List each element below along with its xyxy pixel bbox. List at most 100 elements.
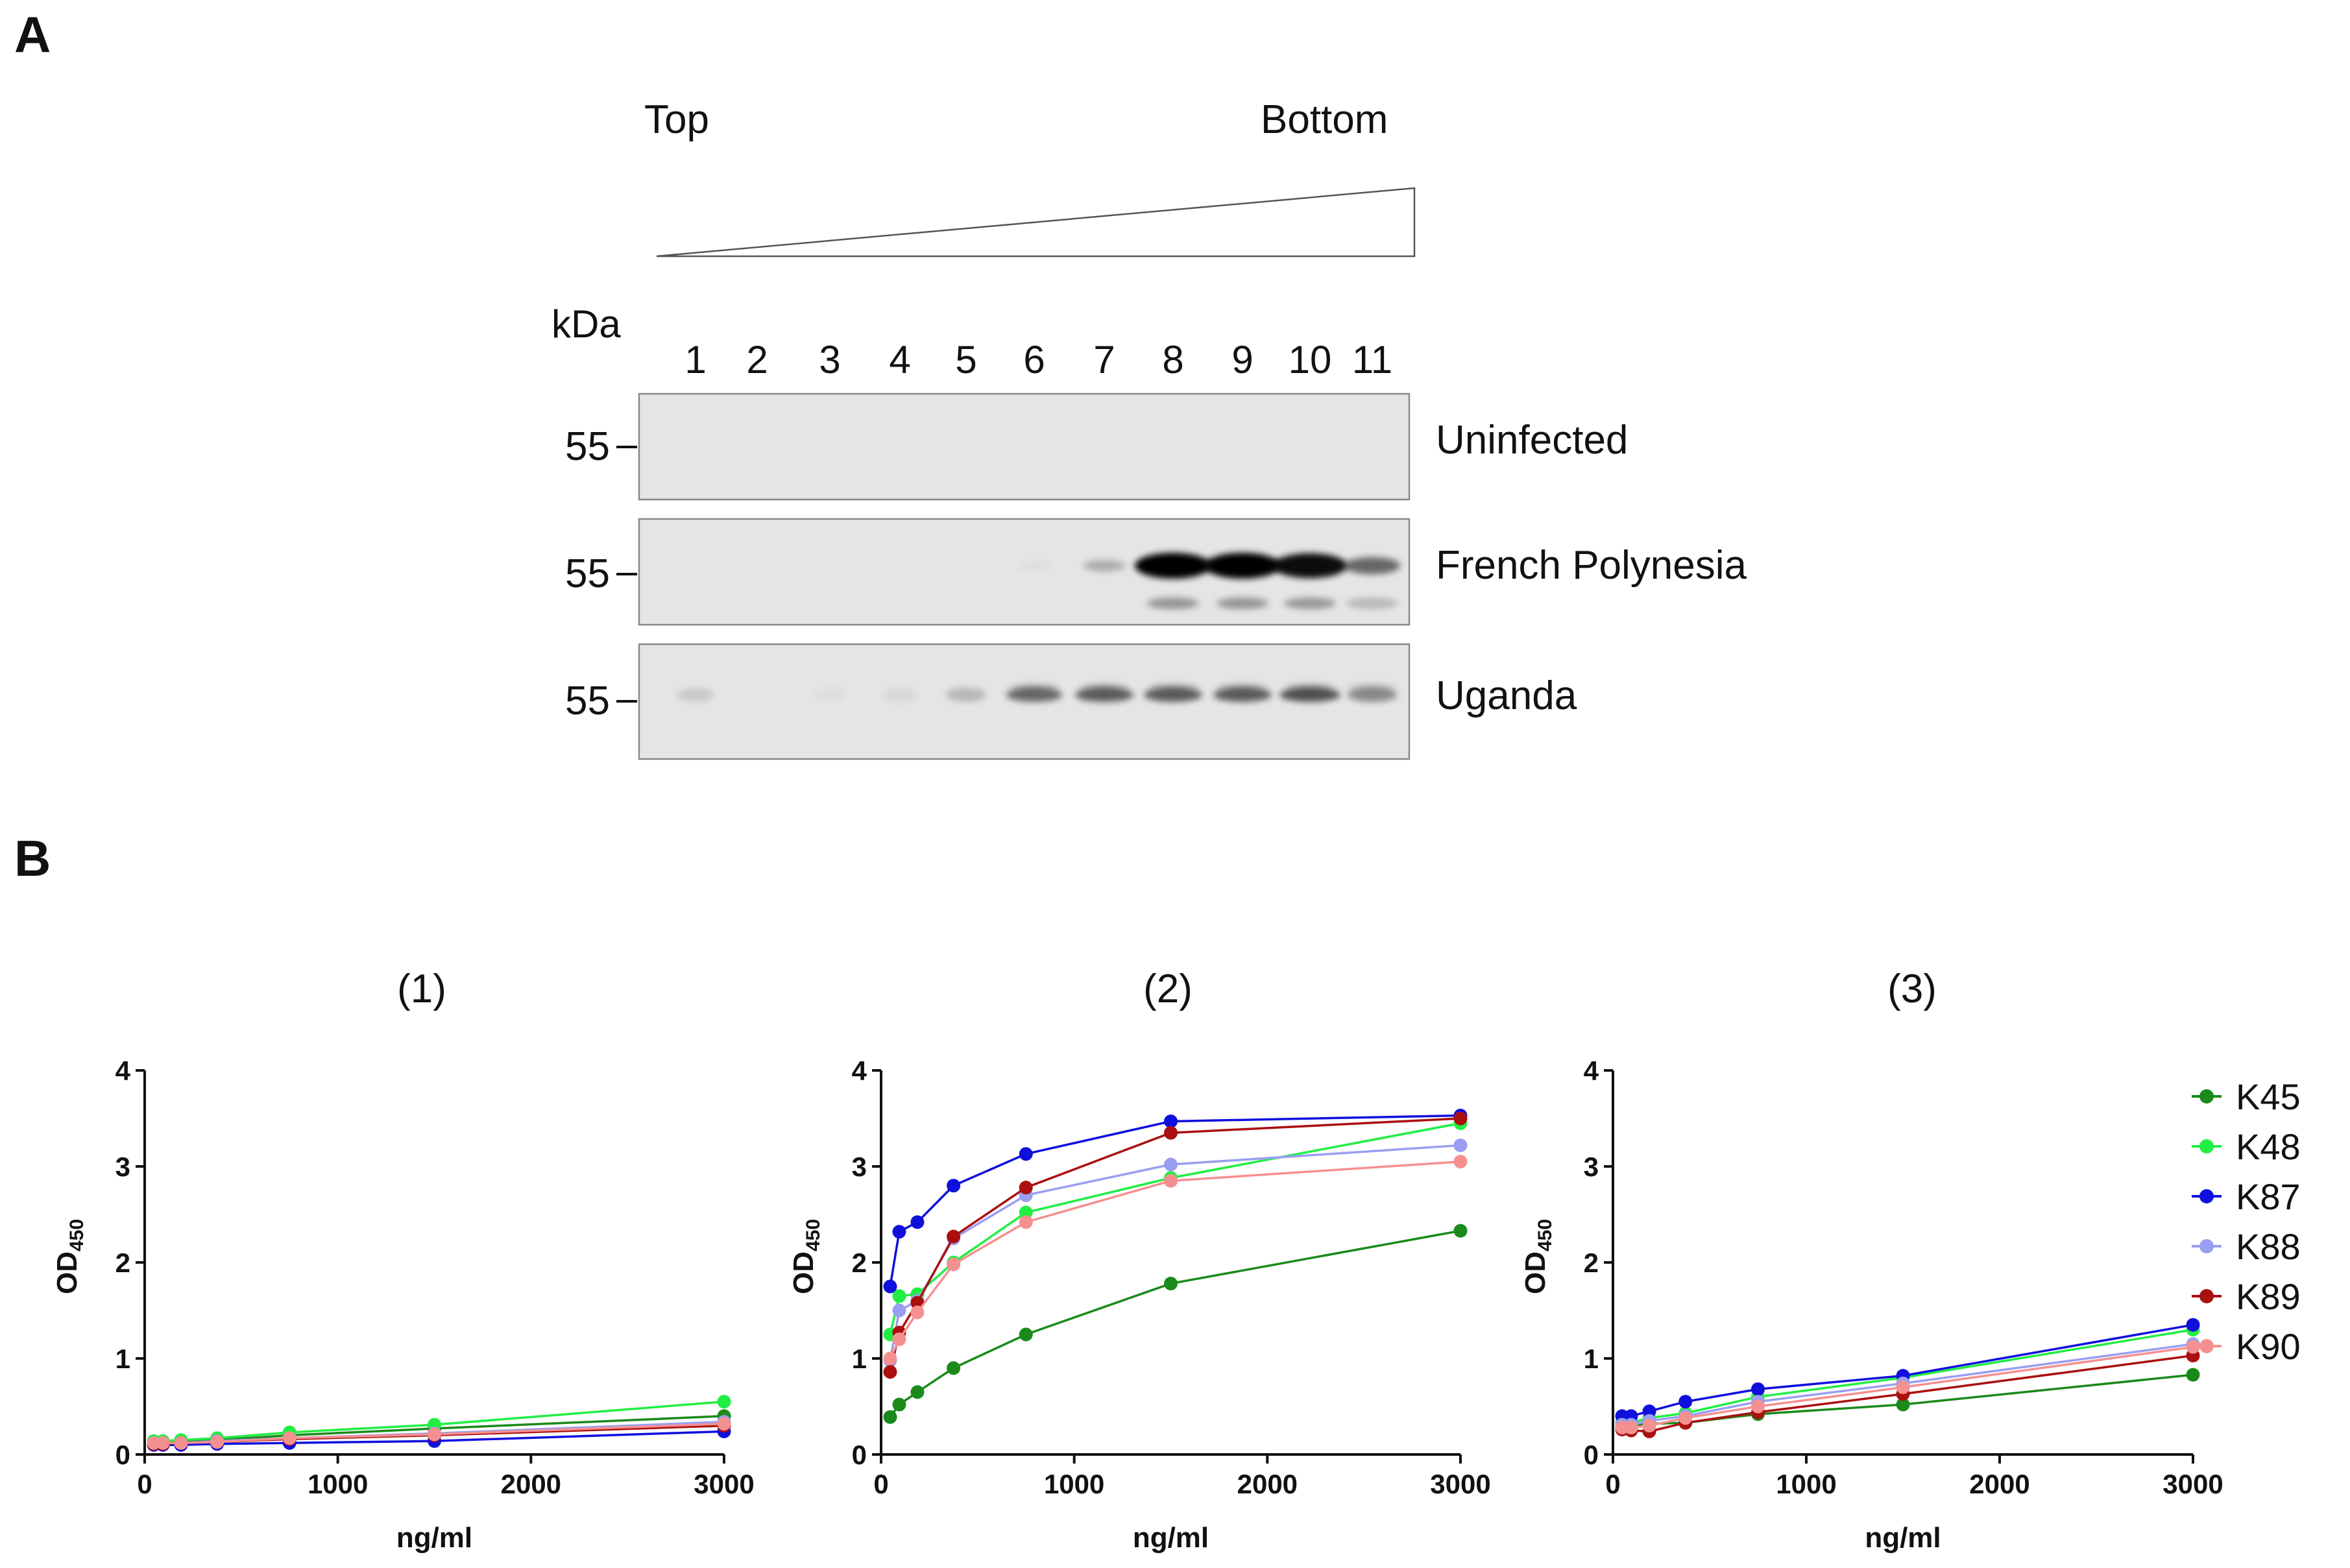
y-axis-title: OD450: [788, 1219, 824, 1294]
data-point: [1624, 1421, 1638, 1435]
data-point: [947, 1361, 961, 1375]
legend-entry-K48: K48: [2192, 1126, 2301, 1167]
data-point: [1164, 1277, 1178, 1291]
series-line: [889, 1160, 1461, 1359]
protein-band: [882, 688, 917, 702]
data-point: [910, 1305, 925, 1320]
y-axis-title: OD450: [51, 1219, 88, 1294]
data-point: [1019, 1327, 1033, 1342]
chart-title: (2): [1143, 967, 1193, 1011]
protein-band: [1006, 688, 1063, 702]
protein-band: [1135, 553, 1211, 579]
legend-marker: [2199, 1139, 2214, 1153]
chart-title: (1): [397, 967, 446, 1011]
x-tick-label: 2000: [1237, 1469, 1298, 1499]
legend-entry-K89: K89: [2192, 1276, 2301, 1317]
y-axis-title-sub: 450: [1534, 1219, 1556, 1251]
blot-label: Uganda: [1436, 673, 1577, 718]
protein-band: [814, 688, 846, 702]
series-K89: [1615, 1349, 2200, 1438]
x-tick-label: 1000: [1044, 1469, 1104, 1499]
protein-band: [1075, 688, 1133, 702]
protein-band: [1144, 688, 1202, 702]
data-point: [1453, 1111, 1468, 1126]
protein-band: [1279, 688, 1340, 702]
chart-1: (1) 0 1 2 3 4 0 1000 2000 3000 ng/ml OD450: [51, 967, 755, 1554]
data-point: [1896, 1380, 1910, 1394]
data-point: [947, 1257, 961, 1272]
data-point: [1453, 1155, 1468, 1169]
gradient-wedge: [656, 187, 1416, 258]
x-tick-label: 0: [1605, 1469, 1620, 1499]
y-tick-label: 3: [115, 1152, 130, 1182]
legend-entry-K88: K88: [2192, 1226, 2301, 1267]
data-point: [1678, 1411, 1693, 1425]
series-K90: [147, 1417, 731, 1450]
legend-label: K90: [2236, 1326, 2301, 1367]
protein-band: [1213, 688, 1272, 702]
data-point: [1019, 1181, 1033, 1195]
data-point: [1019, 1147, 1033, 1161]
blot-uninfected: 55 Uninfected: [565, 392, 1628, 501]
y-axis-title-main: OD: [51, 1251, 83, 1294]
data-point: [1751, 1399, 1765, 1414]
data-point: [210, 1435, 224, 1449]
protein-band: [946, 688, 986, 702]
protein-band-upper: [1285, 684, 1335, 692]
lane-label: 5: [955, 338, 976, 381]
lane-label: 6: [1023, 338, 1045, 381]
data-point: [156, 1436, 170, 1450]
protein-band-lower: [1284, 597, 1336, 609]
x-tick-label: 2000: [1969, 1469, 2029, 1499]
gradient-top-label: Top: [644, 97, 709, 142]
y-tick-label: 1: [852, 1344, 867, 1374]
data-point: [2186, 1368, 2200, 1382]
legend-entry-K45: K45: [2192, 1076, 2301, 1117]
series-line: [889, 1229, 1461, 1418]
data-point: [1642, 1404, 1656, 1418]
protein-band-upper: [1010, 684, 1059, 692]
legend-entry-K87: K87: [2192, 1176, 2301, 1217]
y-axis-title-main: OD: [788, 1251, 819, 1294]
data-point: [883, 1365, 897, 1379]
panel-b-letter: B: [14, 830, 51, 887]
legend-label: K89: [2236, 1276, 2301, 1317]
legend: K45 K48 K87 K88 K89 K90: [2192, 1076, 2301, 1367]
kda-label: kDa: [551, 302, 621, 346]
y-axis-title-sub: 450: [803, 1219, 824, 1251]
protein-band: [677, 688, 714, 702]
lane-label: 8: [1162, 338, 1183, 381]
protein-band: [1348, 688, 1397, 702]
x-tick-label: 3000: [2162, 1469, 2223, 1499]
lane-label: 2: [746, 338, 768, 381]
series-K90: [1615, 1340, 2200, 1435]
y-tick-label: 0: [115, 1440, 130, 1470]
legend-marker: [2199, 1339, 2214, 1353]
legend-entry-K90: K90: [2192, 1326, 2301, 1367]
legend-marker: [2199, 1089, 2214, 1104]
panel-a-western-blot: Top Bottom kDa 1 2 3 4 5 6 7 8 9 10 11 55 Uninfecte…: [551, 97, 1747, 760]
legend-label: K87: [2236, 1176, 2301, 1217]
blot-label: Uninfected: [1436, 418, 1628, 463]
x-axis-title: ng/ml: [1133, 1522, 1209, 1554]
y-tick-label: 4: [115, 1055, 131, 1086]
y-tick-label: 2: [852, 1248, 867, 1278]
data-point: [1164, 1126, 1178, 1140]
blot-membrane: [638, 392, 1411, 501]
data-point: [892, 1332, 906, 1346]
chart-3: (3) 0 1 2 3 4 0 1000 2000 3000 ng/ml OD450: [1520, 967, 2223, 1554]
data-point: [282, 1431, 297, 1445]
data-point: [2186, 1318, 2200, 1332]
data-point: [428, 1427, 441, 1441]
chart-title: (3): [1887, 967, 1937, 1011]
data-point: [883, 1410, 897, 1424]
data-point: [717, 1417, 731, 1431]
gradient-bottom-label: Bottom: [1261, 97, 1388, 142]
y-tick-label: 0: [1584, 1440, 1599, 1470]
data-point: [1019, 1205, 1033, 1220]
protein-band: [1344, 557, 1401, 575]
legend-marker: [2199, 1239, 2214, 1253]
y-tick-label: 1: [115, 1344, 130, 1374]
protein-band-lower: [1147, 597, 1199, 609]
protein-band-upper: [1218, 684, 1267, 692]
